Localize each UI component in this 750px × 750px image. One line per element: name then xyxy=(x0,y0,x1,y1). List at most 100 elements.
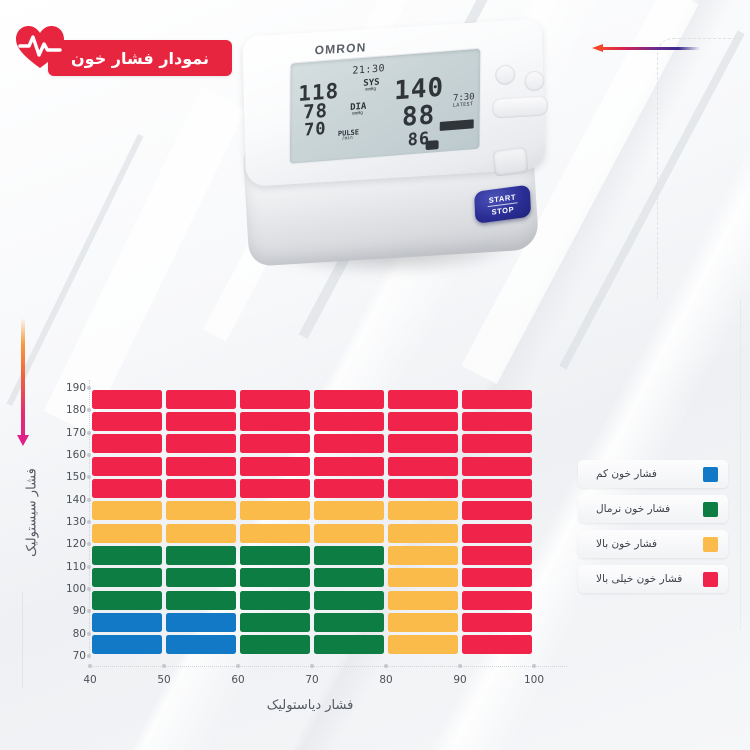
legend-item-high[interactable]: فشار خون بالا xyxy=(578,530,728,558)
heatmap-cell xyxy=(166,523,236,543)
legend-label: فشار خون خیلی بالا xyxy=(596,573,683,585)
heatmap-plot-area xyxy=(90,388,534,656)
y-tick-mark xyxy=(87,587,91,591)
legend-item-low[interactable]: فشار خون کم xyxy=(578,460,728,488)
x-tick-label: 60 xyxy=(231,674,245,686)
heatmap-cell xyxy=(92,635,162,655)
heatmap-cell xyxy=(462,545,532,565)
heatmap-cell xyxy=(92,501,162,521)
heatmap-cell xyxy=(166,568,236,588)
heatmap-cell xyxy=(388,545,458,565)
heatmap-cell xyxy=(240,590,310,610)
lcd-dia-unit: mmHg xyxy=(352,110,363,117)
heatmap-cell xyxy=(166,635,236,655)
x-tick-label: 90 xyxy=(453,674,467,686)
legend-item-normal[interactable]: فشار خون نرمال xyxy=(578,495,728,523)
user-select-button[interactable] xyxy=(524,70,545,92)
heatmap-cell xyxy=(462,590,532,610)
heatmap-cell xyxy=(388,635,458,655)
x-axis-title: فشار دیاستولیک xyxy=(266,698,354,713)
y-tick-label: 110 xyxy=(65,560,86,573)
left-arrow-icon xyxy=(592,44,700,53)
heatmap-cell xyxy=(462,411,532,431)
legend-swatch-high xyxy=(703,536,718,552)
heatmap-cell xyxy=(166,411,236,431)
heatmap-cell xyxy=(240,523,310,543)
y-tick-mark xyxy=(87,654,91,658)
x-tick-mark xyxy=(532,664,536,668)
heatmap-cell xyxy=(240,568,310,588)
y-tick-label: 140 xyxy=(65,493,86,506)
heatmap-cell xyxy=(92,568,162,588)
heatmap-cell xyxy=(240,545,310,565)
lcd-bar-indicator xyxy=(439,119,474,131)
heatmap-cell xyxy=(314,478,384,498)
y-tick-label: 170 xyxy=(65,426,86,439)
y-tick-label: 190 xyxy=(65,382,86,394)
x-tick-label: 50 xyxy=(157,674,171,686)
y-tick-label: 70 xyxy=(72,650,86,662)
lcd-clock: 21:30 xyxy=(352,63,386,77)
heatmap-cell xyxy=(314,456,384,476)
y-tick-label: 90 xyxy=(72,605,86,618)
heatmap-cell xyxy=(388,501,458,521)
heatmap-cell xyxy=(462,434,532,454)
heatmap-cell xyxy=(314,612,384,632)
heatmap-cell xyxy=(462,568,532,588)
heatmap-cell xyxy=(314,434,384,454)
legend: فشار خون کم فشار خون نرمال فشار خون بالا فش… xyxy=(578,460,728,600)
heatmap-cell xyxy=(462,635,532,655)
bg-streak xyxy=(559,30,745,370)
y-tick-label: 180 xyxy=(65,404,86,417)
memory-button[interactable] xyxy=(494,64,516,86)
heatmap-cell xyxy=(462,501,532,521)
legend-swatch-low xyxy=(703,466,718,482)
heatmap-cell xyxy=(92,411,162,431)
heatmap-cell xyxy=(462,612,532,632)
lcd-latest-label: LATEST xyxy=(452,101,474,109)
x-tick-mark xyxy=(310,664,314,668)
heatmap-cell xyxy=(314,590,384,610)
corner-frame xyxy=(657,38,742,299)
heatmap-cell xyxy=(92,523,162,543)
heatmap-cell xyxy=(92,478,162,498)
heatmap-cell xyxy=(388,568,458,588)
y-tick-mark xyxy=(87,475,91,480)
y-tick-label: 120 xyxy=(65,538,86,551)
y-tick-label: 160 xyxy=(65,449,86,461)
blood-pressure-monitor-image: OMRON 21:30 118 78 70 SYS mmHg DIA mmHg … xyxy=(217,10,563,295)
device-top-panel: OMRON 21:30 118 78 70 SYS mmHg DIA mmHg … xyxy=(242,18,549,224)
x-tick-mark xyxy=(88,664,92,668)
arrow-buttons[interactable] xyxy=(491,95,549,119)
heatmap-cell xyxy=(388,523,458,543)
y-tick-mark xyxy=(87,520,91,524)
heatmap-cell xyxy=(240,635,310,655)
y-axis-line xyxy=(89,380,91,656)
legend-label: فشار خون نرمال xyxy=(596,503,671,515)
x-tick-mark xyxy=(236,664,240,668)
heatmap-cell xyxy=(388,612,458,632)
heatmap-cell xyxy=(166,434,236,454)
heatmap-cell xyxy=(388,590,458,610)
heatmap-cell xyxy=(240,478,310,498)
x-axis-line xyxy=(89,666,567,668)
heatmap-cell xyxy=(166,545,236,565)
y-axis-rule xyxy=(22,592,23,688)
x-tick-label: 80 xyxy=(379,674,393,686)
lcd-dia-value: 88 xyxy=(401,100,436,133)
y-axis-title: فشار سیستولیک xyxy=(24,468,40,557)
heatmap-cell xyxy=(314,568,384,588)
lcd-memory-pulse: 70 xyxy=(303,118,327,141)
y-tick-mark xyxy=(87,386,91,390)
legend-item-very_high[interactable]: فشار خون خیلی بالا xyxy=(578,565,728,593)
x-tick-label: 100 xyxy=(523,674,545,686)
omron-brand-logo: OMRON xyxy=(314,40,367,58)
heatmap-cell xyxy=(314,635,384,655)
heatmap-cell xyxy=(240,501,310,521)
heatmap-cell xyxy=(92,456,162,476)
lcd-sys-unit: mmHg xyxy=(365,86,377,93)
heatmap-cell xyxy=(388,411,458,431)
heatmap-cell xyxy=(388,456,458,476)
legend-divider xyxy=(740,300,742,630)
heatmap-cell xyxy=(166,612,236,632)
